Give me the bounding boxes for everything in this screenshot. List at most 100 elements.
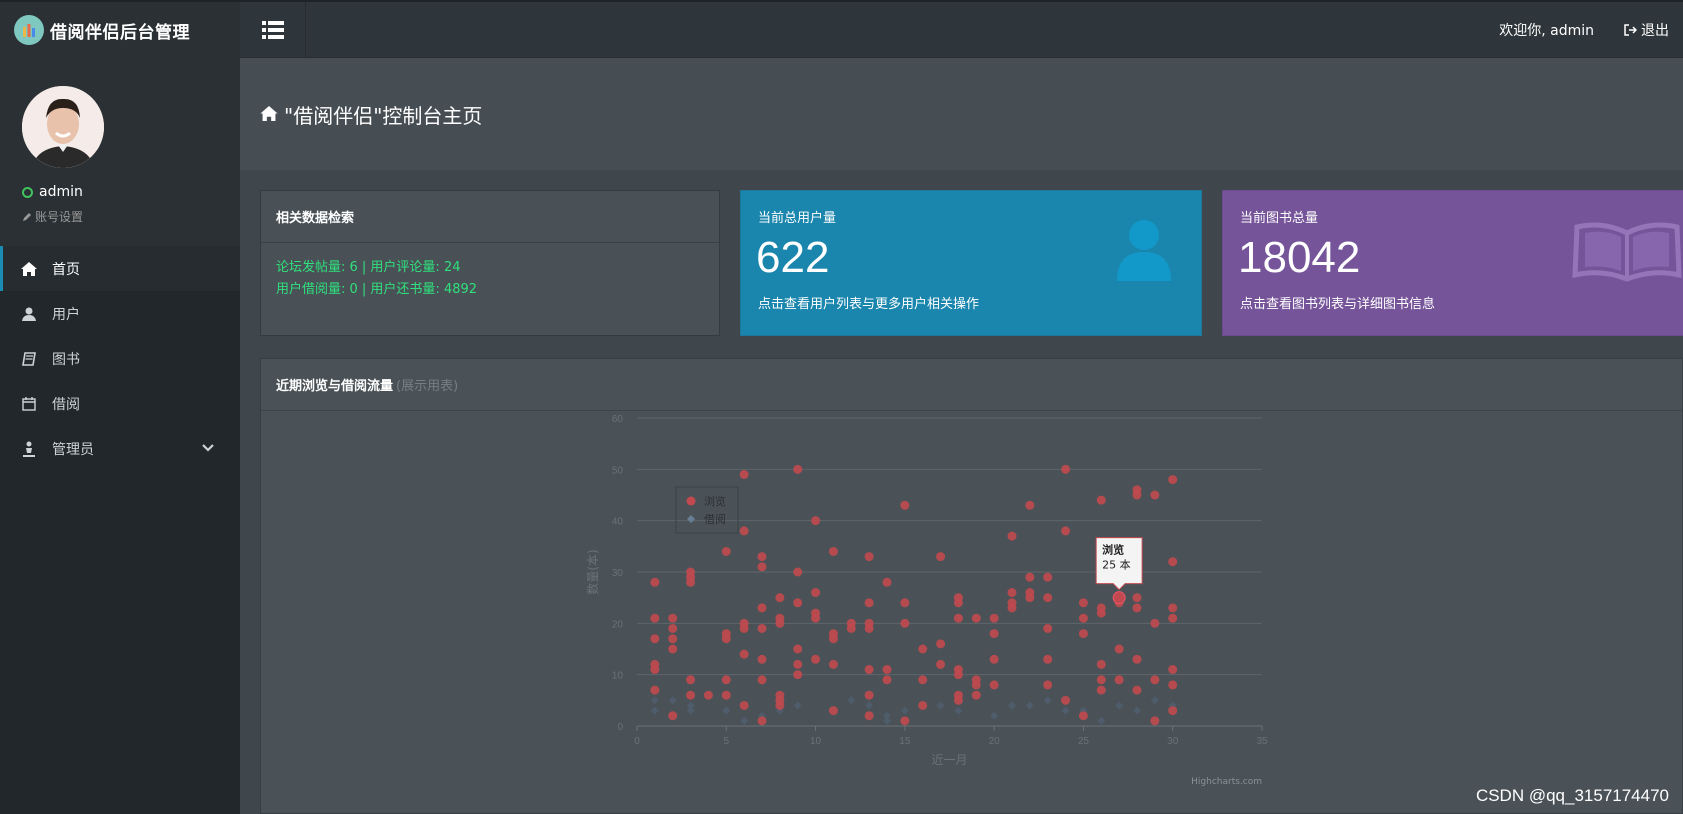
data-point bbox=[828, 546, 838, 556]
users-card-link[interactable]: 点击查看用户列表与更多用户相关操作 bbox=[758, 297, 980, 312]
data-point bbox=[811, 613, 821, 623]
users-card-title: 当前总用户量 bbox=[758, 211, 837, 226]
sidebar-item-users[interactable]: 用户 bbox=[0, 291, 240, 336]
data-point bbox=[703, 690, 713, 700]
x-tick-label: 25 bbox=[1078, 736, 1090, 747]
data-point bbox=[739, 526, 749, 536]
pencil-icon bbox=[23, 212, 31, 221]
data-point bbox=[793, 644, 803, 654]
data-search-card: 相关数据检索 论坛发帖量: 6 | 用户评论量: 24 用户借阅量: 0 | 用… bbox=[260, 190, 720, 336]
admin-icon bbox=[20, 440, 38, 458]
sidebar-item-admin[interactable]: 管理员 bbox=[0, 426, 240, 471]
data-point bbox=[650, 665, 660, 675]
data-point bbox=[1043, 696, 1052, 705]
chevron-down-icon[interactable] bbox=[202, 440, 214, 456]
data-point bbox=[1168, 706, 1178, 716]
data-point bbox=[1132, 654, 1142, 664]
data-point bbox=[757, 654, 767, 664]
data-point bbox=[757, 623, 767, 633]
data-point bbox=[775, 700, 785, 710]
data-point bbox=[811, 588, 821, 598]
main-content: "借阅伴侣"控制台主页 相关数据检索 论坛发帖量: 6 | 用户评论量: 24 … bbox=[240, 58, 1683, 814]
brand[interactable]: 借阅伴侣后台管理 bbox=[0, 2, 240, 58]
data-point bbox=[811, 516, 821, 526]
data-point bbox=[882, 675, 892, 685]
tooltip-value: 25 本 bbox=[1102, 558, 1131, 572]
data-point bbox=[1061, 526, 1071, 536]
data-point bbox=[1150, 716, 1160, 726]
data-point bbox=[989, 613, 999, 623]
data-point bbox=[1061, 464, 1071, 474]
data-point bbox=[1096, 608, 1106, 618]
data-point bbox=[1133, 706, 1141, 715]
logout-button[interactable]: 退出 bbox=[1624, 20, 1669, 40]
data-point bbox=[1168, 557, 1178, 567]
x-tick-label: 30 bbox=[1167, 736, 1179, 747]
legend-marker bbox=[686, 496, 696, 506]
data-point bbox=[793, 598, 803, 608]
users-card[interactable]: 当前总用户量 622 点击查看用户列表与更多用户相关操作 bbox=[740, 190, 1202, 336]
user-icon bbox=[1117, 220, 1171, 281]
data-point bbox=[1115, 701, 1124, 710]
data-point bbox=[686, 706, 695, 715]
legend-box bbox=[675, 486, 739, 534]
y-tick-label: 40 bbox=[612, 517, 624, 528]
home-icon bbox=[260, 102, 278, 126]
data-point bbox=[900, 500, 910, 510]
data-point bbox=[1043, 680, 1053, 690]
data-point bbox=[900, 598, 910, 608]
data-point bbox=[668, 696, 677, 705]
data-point bbox=[1132, 490, 1142, 500]
data-point bbox=[846, 623, 856, 633]
menu-toggle-button[interactable] bbox=[240, 2, 306, 58]
borrow-stats-text: 用户借阅量: 0 | 用户还书量: 4892 bbox=[276, 282, 478, 297]
data-point bbox=[1097, 716, 1106, 725]
data-point bbox=[650, 706, 659, 715]
data-point bbox=[686, 690, 696, 700]
data-point bbox=[900, 716, 910, 726]
data-point bbox=[1150, 696, 1159, 705]
data-point bbox=[1043, 593, 1053, 603]
data-point bbox=[1007, 588, 1017, 598]
account-settings-link[interactable]: 账号设置 bbox=[22, 208, 240, 225]
data-point bbox=[883, 711, 891, 720]
data-point bbox=[882, 577, 892, 587]
x-tick-label: 0 bbox=[634, 736, 640, 747]
data-point bbox=[847, 696, 856, 705]
books-card[interactable]: 当前图书总量 18042 点击查看图书列表与详细图书信息 bbox=[1222, 190, 1683, 336]
sidebar-item-books[interactable]: 图书 bbox=[0, 336, 240, 381]
data-point bbox=[1150, 490, 1160, 500]
data-point bbox=[1168, 665, 1178, 675]
data-point bbox=[953, 598, 963, 608]
data-point bbox=[793, 701, 802, 710]
sidebar-item-home[interactable]: 首页 bbox=[0, 246, 240, 291]
open-book-icon bbox=[1572, 222, 1682, 282]
data-point bbox=[918, 675, 928, 685]
books-card-title: 当前图书总量 bbox=[1240, 211, 1319, 226]
y-tick-label: 10 bbox=[612, 671, 624, 682]
data-point bbox=[1150, 618, 1160, 628]
data-point bbox=[1168, 613, 1178, 623]
x-tick-label: 5 bbox=[724, 736, 730, 747]
data-point bbox=[1168, 603, 1178, 613]
chart-panel-subtitle: (展示用表) bbox=[396, 379, 459, 394]
data-point bbox=[1096, 495, 1106, 505]
data-point bbox=[1078, 711, 1088, 721]
sidebar-item-borrow[interactable]: 借阅 bbox=[0, 381, 240, 426]
data-point bbox=[865, 701, 874, 710]
data-point bbox=[1132, 593, 1142, 603]
data-point bbox=[668, 711, 678, 721]
data-point bbox=[989, 629, 999, 639]
top-bar: 借阅伴侣后台管理 欢迎你, admin 退出 bbox=[0, 0, 1683, 58]
data-point bbox=[650, 634, 660, 644]
data-point bbox=[971, 690, 981, 700]
books-card-link[interactable]: 点击查看图书列表与详细图书信息 bbox=[1240, 297, 1436, 312]
avatar[interactable] bbox=[22, 86, 104, 168]
brand-title: 借阅伴侣后台管理 bbox=[50, 22, 190, 43]
data-point bbox=[953, 695, 963, 705]
profile-panel: admin 账号设置 bbox=[0, 58, 240, 246]
tooltip-box bbox=[1095, 537, 1143, 591]
data-point bbox=[954, 706, 963, 715]
data-point bbox=[971, 613, 981, 623]
